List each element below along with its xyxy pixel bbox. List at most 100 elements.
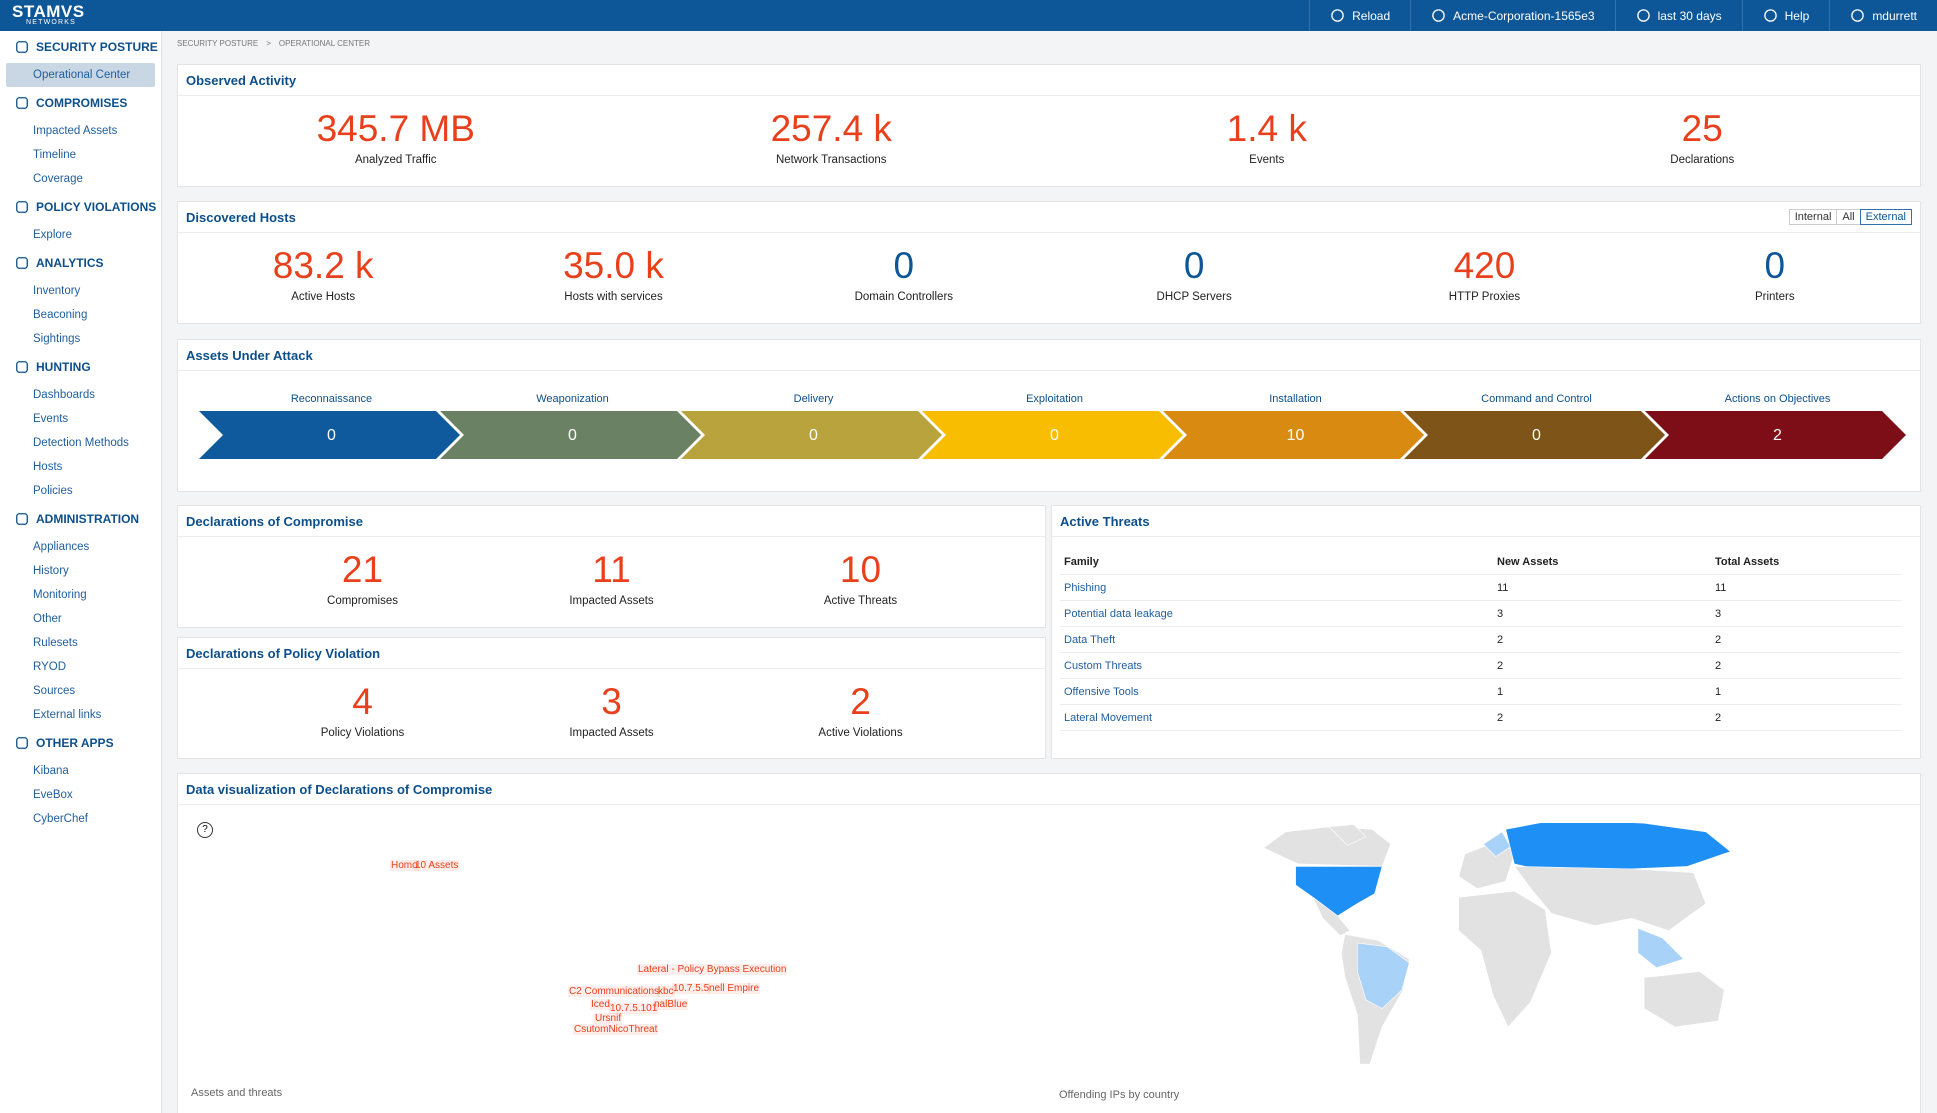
stage-chevron <box>440 411 701 459</box>
section-title: HUNTING <box>36 360 91 374</box>
nav-link[interactable]: Impacted Assets <box>33 125 118 137</box>
table-cell[interactable]: Data Theft <box>1060 626 1493 653</box>
nav-link[interactable]: Inventory <box>33 285 81 297</box>
stat: 3 Impacted Assets <box>487 669 736 739</box>
section-header: POLICY VIOLATIONS <box>0 191 161 223</box>
stat-label: Events <box>1249 154 1285 166</box>
nav-link[interactable]: Coverage <box>33 173 83 185</box>
table-cell[interactable]: Potential data leakage <box>1060 600 1493 627</box>
filter-button[interactable]: External <box>1859 209 1912 225</box>
icon-shape <box>1763 9 1777 22</box>
nav-link[interactable]: EveBox <box>33 789 73 801</box>
icon <box>16 97 28 109</box>
icon <box>1331 9 1344 22</box>
nav-link[interactable]: CyberChef <box>33 813 88 825</box>
nav-link[interactable]: Operational Center <box>6 63 155 87</box>
stage-count: 0 <box>327 427 336 444</box>
top-item[interactable]: last 30 days <box>1614 0 1742 31</box>
icon <box>16 737 28 749</box>
nav-link[interactable]: Dashboards <box>33 389 96 401</box>
stat: 2 Active Violations <box>736 669 985 739</box>
nav-link[interactable]: RYOD <box>33 661 67 673</box>
nav-link[interactable]: Rulesets <box>33 637 78 649</box>
nav-link[interactable]: Other <box>33 613 62 625</box>
top-item[interactable]: mdurrett <box>1829 0 1937 31</box>
panel-title: Assets Under Attack <box>178 340 1920 371</box>
kill-chain: Reconnaissance 0 Weaponization 0 Delivery 0 Ex… <box>199 393 1906 459</box>
stat: 11 Impacted Assets <box>487 537 736 607</box>
stat: 257.4 k Network Transactions <box>614 96 1050 166</box>
table-cell: 2 <box>1711 652 1902 679</box>
nav-link[interactable]: Hosts <box>33 461 63 473</box>
table-cell: 11 <box>1711 574 1902 601</box>
stat: 0 Domain Controllers <box>759 233 1049 303</box>
stage-name: Delivery <box>794 393 834 405</box>
nav-link[interactable]: Explore <box>33 229 72 241</box>
top-item[interactable]: Reload <box>1309 0 1410 31</box>
nav-link[interactable]: External links <box>33 709 102 721</box>
table-cell: 3 <box>1493 600 1711 627</box>
word-cloud-term: nalBlue <box>653 999 689 1010</box>
breadcrumb-item: OPERATIONAL CENTER <box>278 39 370 48</box>
stat: 35.0 k Hosts with services <box>468 233 758 303</box>
stat: 420 HTTP Proxies <box>1339 233 1629 303</box>
section-header: ANALYTICS <box>0 247 161 279</box>
stage-count: 10 <box>1287 427 1305 444</box>
nav-link[interactable]: Sightings <box>33 333 81 345</box>
table-cell[interactable]: Lateral Movement <box>1060 704 1493 731</box>
nav-link[interactable]: Detection Methods <box>33 437 129 449</box>
help-icon[interactable]: ? <box>197 822 213 838</box>
stat-value: 257.4 k <box>770 108 892 149</box>
threats-table: Family New Assets Total Assets Phishing 11 11… <box>1060 549 1902 731</box>
section-title: SECURITY POSTURE <box>36 40 158 54</box>
stat: 83.2 k Active Hosts <box>178 233 468 303</box>
nav-link[interactable]: Policies <box>33 485 73 497</box>
table-cell[interactable]: Custom Threats <box>1060 652 1493 679</box>
country <box>1328 824 1367 846</box>
column-header: Total Assets <box>1711 549 1902 575</box>
top-item-label: mdurrett <box>1872 8 1917 23</box>
country <box>1505 823 1732 875</box>
nav-link[interactable]: History <box>33 565 69 577</box>
top-item[interactable]: Help <box>1741 0 1830 31</box>
table-cell: 2 <box>1493 652 1711 679</box>
country <box>1513 866 1707 932</box>
nav-link[interactable]: Monitoring <box>33 589 87 601</box>
panel-title: Declarations of Compromise <box>178 506 1045 537</box>
logo-sub: NETWORKS <box>26 19 77 26</box>
filters: Internal All External <box>1788 209 1912 225</box>
nav-link[interactable]: Timeline <box>33 149 77 161</box>
icon <box>16 513 28 525</box>
nav-link[interactable]: Events <box>33 413 69 425</box>
stats-row: 4 Policy Violations 3 Impacted Assets 2 Activ… <box>178 669 1045 739</box>
icon-shape <box>1331 9 1344 22</box>
table-row: Phishing 11 11 <box>1060 574 1902 601</box>
nav-link[interactable]: Beaconing <box>33 309 88 321</box>
icon-shape <box>16 97 28 109</box>
stat-label: Declarations <box>1670 154 1735 166</box>
filter-button[interactable]: All <box>1836 209 1861 225</box>
table-header: Family New Assets Total Assets <box>1060 549 1902 575</box>
filter-button[interactable]: Internal <box>1788 209 1838 225</box>
table-cell[interactable]: Phishing <box>1060 574 1493 601</box>
panel: Assets Under Attack Reconnaissance 0 Weapon… <box>177 339 1921 492</box>
table-row: Data Theft 2 2 <box>1060 626 1902 653</box>
section-title: ADMINISTRATION <box>36 512 140 526</box>
stat-value: 4 <box>352 681 373 722</box>
panel: Declarations of Policy Violation 4 Policy … <box>177 637 1046 759</box>
word-cloud-term: kbc <box>657 986 675 997</box>
sidebar: SECURITY POSTURE Operational Center COMPRO… <box>0 31 162 1113</box>
table-cell: 3 <box>1711 600 1902 627</box>
top-item[interactable]: Acme-Corporation-1565e3 <box>1410 0 1614 31</box>
breadcrumb: SECURITY POSTURE > OPERATIONAL CENTER <box>177 39 370 48</box>
nav-link[interactable]: Appliances <box>33 541 90 553</box>
nav-link[interactable]: Sources <box>33 685 76 697</box>
nav-link[interactable]: Kibana <box>33 765 69 777</box>
stage-chevron <box>1163 411 1424 459</box>
table-cell[interactable]: Offensive Tools <box>1060 678 1493 705</box>
section-title: OTHER APPS <box>36 736 114 750</box>
word-cloud-term: Ursnif <box>594 1013 623 1024</box>
icon <box>16 41 28 53</box>
stat: 0 Printers <box>1630 233 1920 303</box>
stat-label: Impacted Assets <box>569 595 654 607</box>
